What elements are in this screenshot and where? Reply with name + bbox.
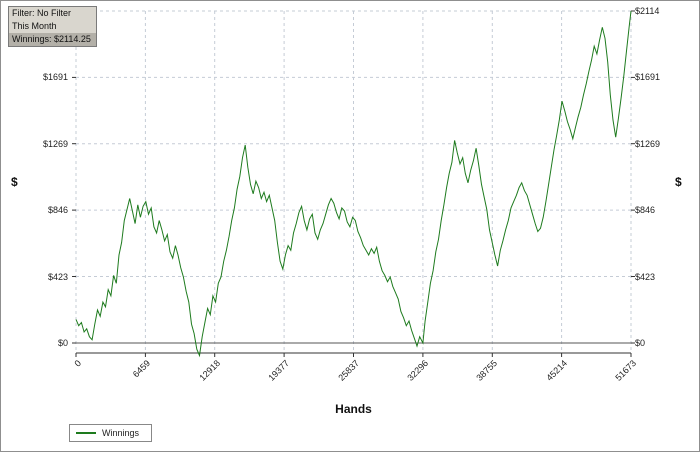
period-line: This Month [12,21,57,31]
x-axis-title: Hands [335,402,372,416]
y-tick-label-right: $1691 [635,72,661,82]
y-tick-label-left: $0 [57,338,68,348]
legend[interactable]: Winnings [69,424,153,442]
y-tick-label-left: $1691 [42,72,68,82]
filter-line: Filter: No Filter [12,8,72,18]
y-axis-title-left: $ [11,175,18,189]
y-tick-label-left: $1269 [42,139,68,149]
y-tick-label-right: $2114 [635,6,660,16]
legend-label: Winnings [102,428,140,438]
legend-line-swatch [76,432,96,434]
y-tick-label-right: $423 [635,272,656,282]
filter-info-box[interactable]: Filter: No Filter This Month Winnings: $… [8,6,97,47]
y-tick-label-left: $846 [47,205,68,215]
y-tick-label-left: $423 [47,272,68,282]
y-tick-label-right: $846 [635,205,656,215]
winnings-line-series [75,10,632,358]
winnings-total-line: Winnings: $2114.25 [9,33,96,46]
y-tick-label-right: $0 [635,338,646,348]
y-axis-title-right: $ [675,175,682,189]
y-tick-label-right: $1269 [635,139,661,149]
